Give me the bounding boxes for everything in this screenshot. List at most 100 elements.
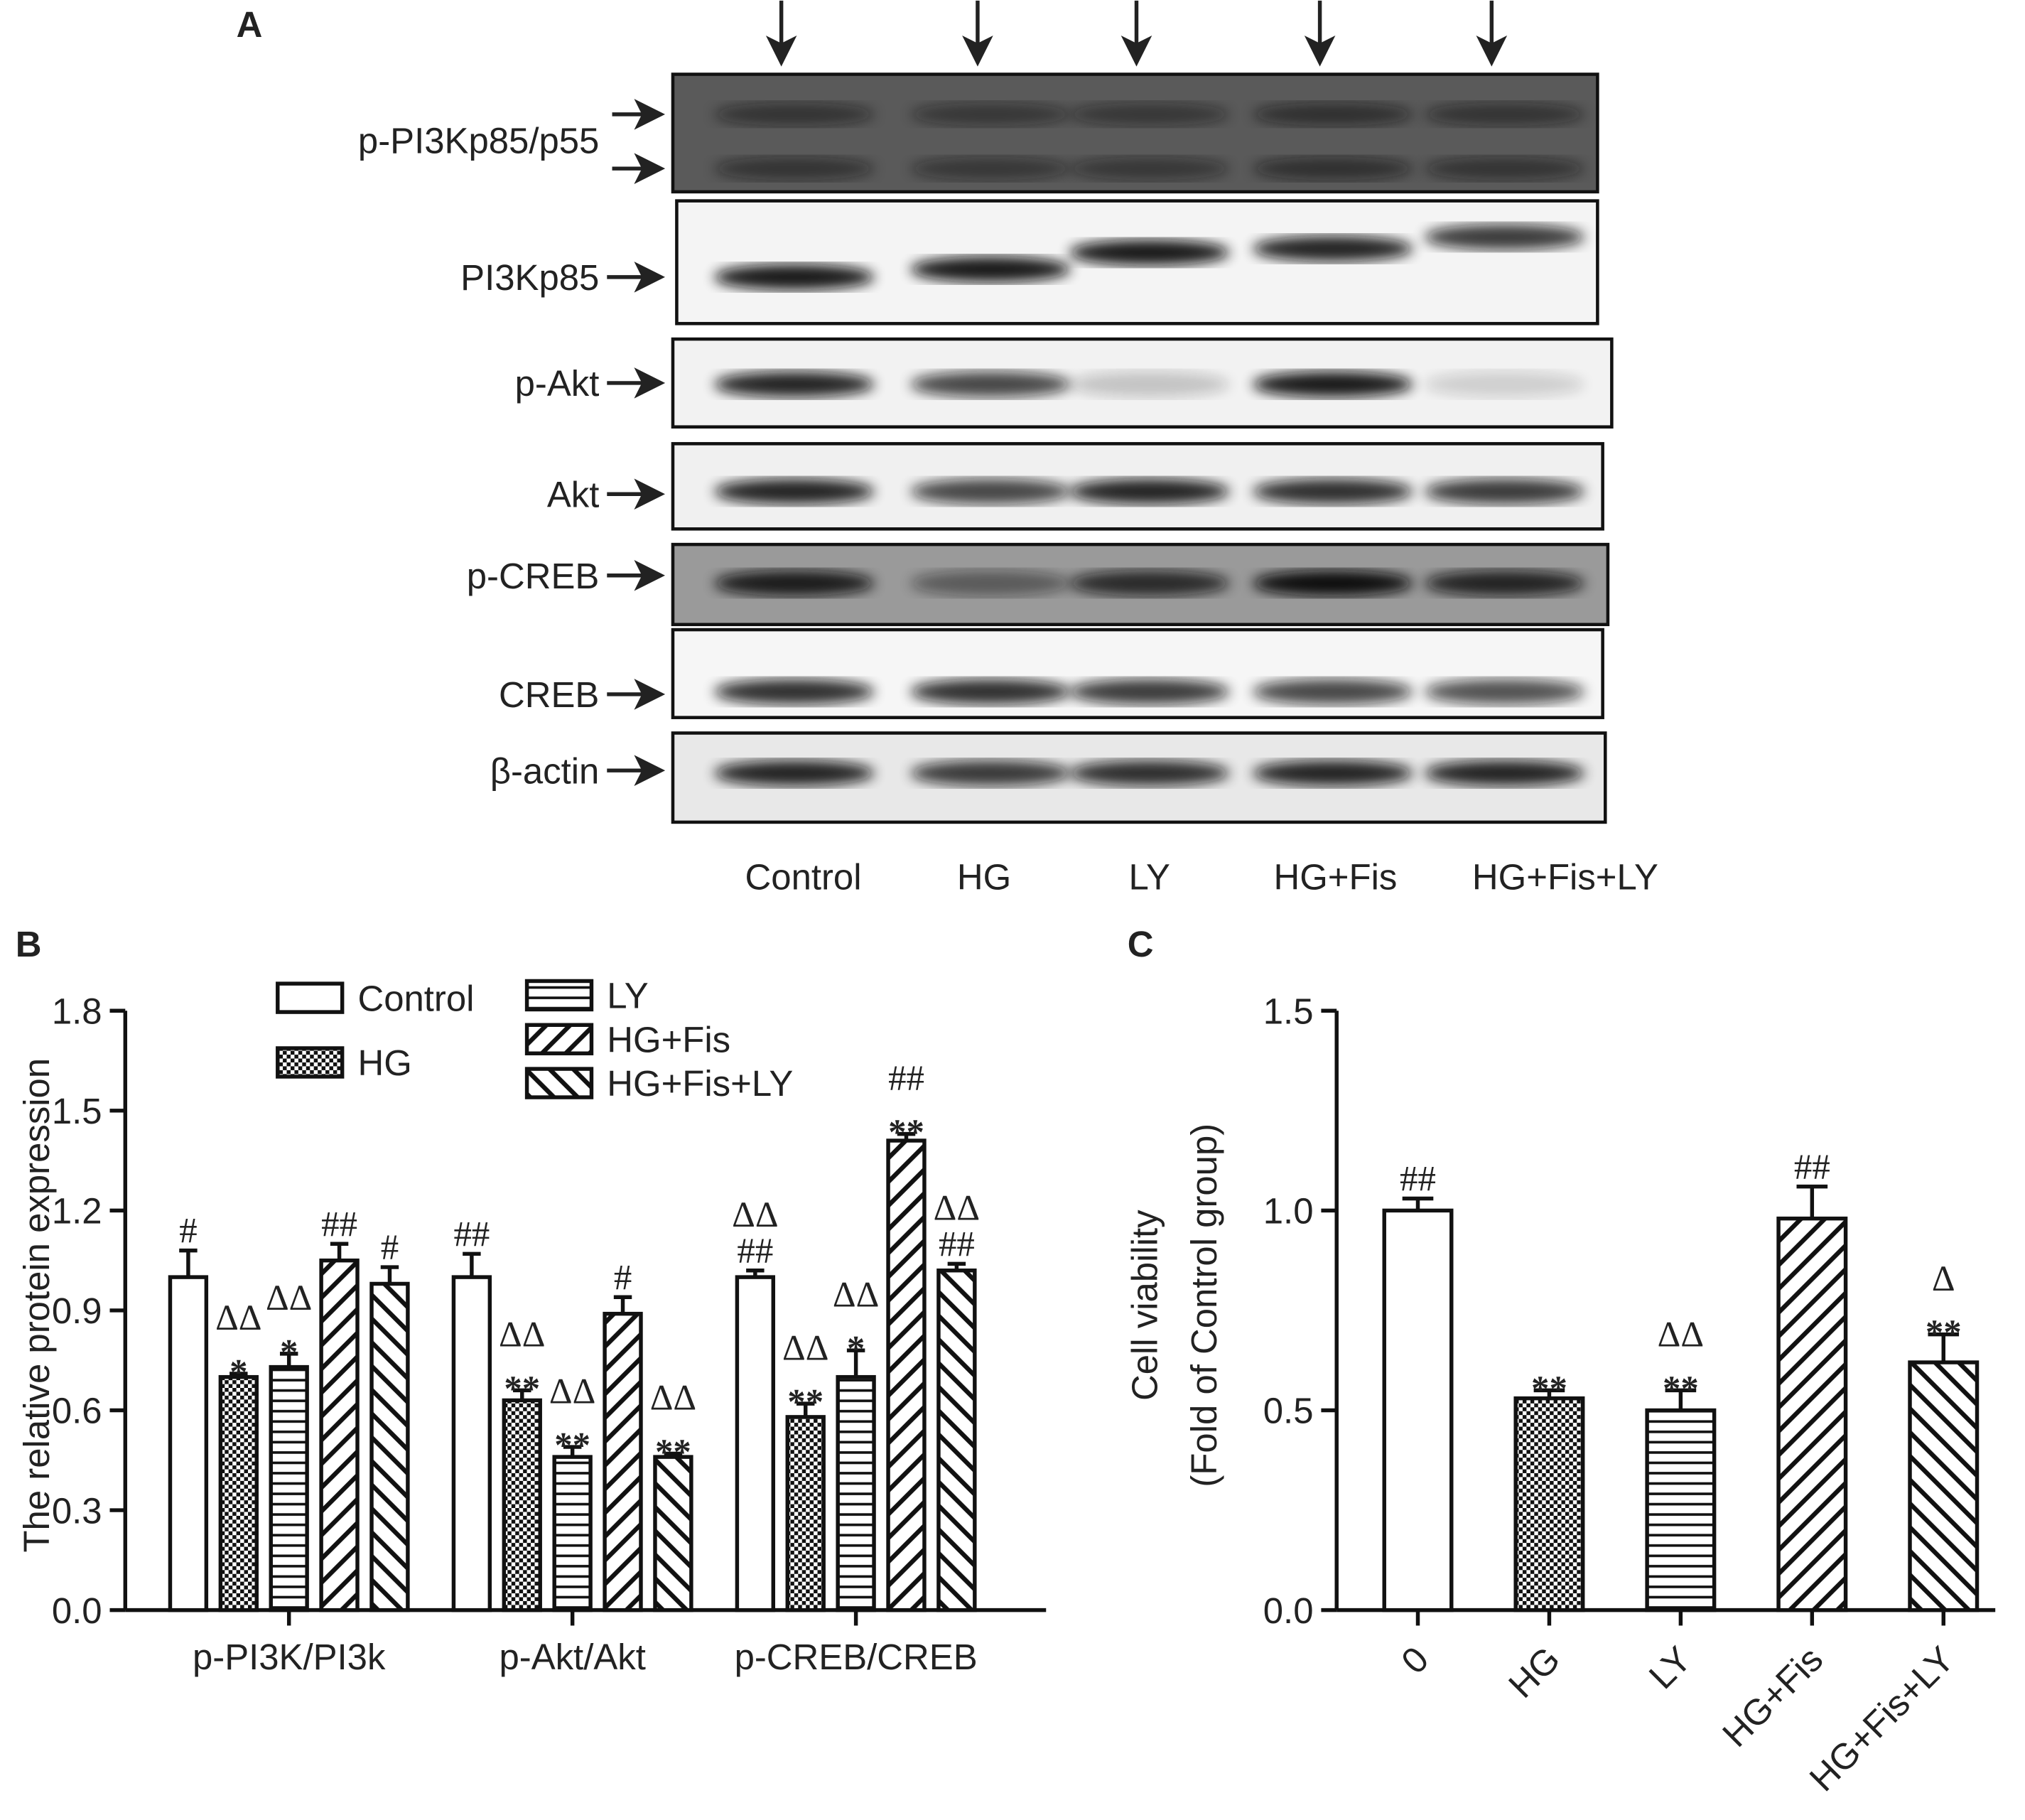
error-bar	[1928, 1332, 1960, 1363]
significance-label: **	[787, 1383, 824, 1423]
error-bar	[613, 1295, 632, 1314]
y-tick-label: 0.3	[52, 1490, 102, 1531]
bar	[886, 1138, 927, 1612]
lane-label: LY	[1128, 856, 1170, 897]
significance-label: ΔΔ	[833, 1275, 879, 1315]
band	[714, 371, 875, 397]
y-axis-label: The relative protein expression	[16, 1058, 57, 1553]
band	[910, 156, 1071, 181]
y-tick-label: 1.5	[52, 1091, 102, 1131]
legend-label: HG+Fis+LY	[607, 1063, 793, 1104]
band	[1069, 239, 1230, 266]
band	[1424, 478, 1585, 505]
error-bar	[846, 1348, 865, 1377]
significance-label: ##	[888, 1059, 924, 1099]
significance-label: ΔΔ	[499, 1315, 545, 1355]
band	[714, 478, 875, 505]
protein-label: β-actin	[490, 750, 600, 791]
band	[714, 760, 875, 787]
significance-label: **	[504, 1369, 540, 1409]
bar	[735, 1275, 776, 1612]
blot-bands	[714, 224, 1585, 291]
y-tick-label: 1.0	[1263, 1191, 1314, 1232]
significance-label: ##	[737, 1232, 773, 1271]
significance-label: #	[381, 1228, 399, 1268]
bar	[369, 1281, 410, 1612]
error-bar	[463, 1251, 481, 1278]
x-tick-label: p-CREB/CREB	[735, 1637, 978, 1677]
legend-label: LY	[607, 976, 648, 1016]
x-tick-label: 0	[1393, 1639, 1436, 1681]
x-tick-label: HG	[1501, 1639, 1567, 1706]
band	[714, 679, 875, 705]
band	[910, 478, 1071, 505]
bar	[1382, 1208, 1454, 1612]
panel-label: A	[237, 4, 263, 45]
band	[910, 102, 1071, 126]
band	[1253, 235, 1413, 262]
panel-label: C	[1128, 924, 1154, 964]
band	[1253, 570, 1413, 596]
y-tick-label: 0.0	[52, 1590, 102, 1631]
blot-bands	[714, 478, 1585, 505]
band	[1253, 679, 1413, 705]
band	[910, 679, 1071, 705]
y-tick-label: 0.0	[1263, 1590, 1314, 1631]
band	[1069, 679, 1230, 705]
band	[1069, 760, 1230, 787]
error-bar	[279, 1352, 298, 1367]
bar	[836, 1374, 876, 1612]
legend-swatch	[524, 1023, 594, 1055]
significance-label: ##	[453, 1215, 490, 1254]
band	[910, 760, 1071, 787]
band	[1424, 156, 1585, 181]
band	[714, 264, 875, 291]
y-tick-label: 0.6	[52, 1391, 102, 1431]
significance-label: **	[554, 1426, 590, 1466]
significance-label: ΔΔ	[934, 1189, 980, 1229]
significance-label: **	[888, 1113, 924, 1153]
significance-label: ΔΔ	[215, 1298, 261, 1338]
band	[1069, 102, 1230, 126]
significance-label: **	[655, 1433, 691, 1472]
band	[714, 570, 875, 596]
bar	[502, 1398, 542, 1612]
band	[910, 256, 1071, 283]
blot-bands	[714, 679, 1585, 705]
legend-swatch	[276, 981, 345, 1014]
band	[1253, 478, 1413, 505]
legend-swatch	[524, 979, 594, 1012]
blot-bands	[714, 570, 1585, 596]
band	[1424, 224, 1585, 250]
band	[1253, 760, 1413, 787]
lane-label: HG+Fis	[1273, 856, 1397, 897]
band	[1253, 371, 1413, 397]
significance-label: #	[614, 1258, 632, 1298]
band	[1424, 760, 1585, 787]
bar	[218, 1374, 259, 1612]
bar	[168, 1275, 209, 1612]
significance-label: ##	[321, 1205, 357, 1244]
legend-label: HG	[357, 1043, 411, 1083]
band	[1253, 102, 1413, 126]
error-bar	[179, 1248, 198, 1278]
x-tick-label: p-PI3K/PI3k	[193, 1637, 386, 1677]
error-bar	[380, 1265, 399, 1284]
bar	[552, 1455, 593, 1612]
bar	[1645, 1408, 1717, 1612]
significance-label: *	[230, 1353, 247, 1393]
significance-label: ##	[939, 1224, 975, 1264]
significance-label: ΔΔ	[650, 1379, 696, 1418]
bar	[785, 1415, 826, 1612]
legend-swatch	[276, 1046, 345, 1079]
error-bar	[330, 1242, 349, 1261]
bar	[603, 1311, 643, 1612]
y-tick-label: 1.8	[52, 991, 102, 1031]
significance-label: ΔΔ	[732, 1195, 778, 1235]
blot-bands	[714, 760, 1585, 787]
y-tick-label: 0.5	[1263, 1391, 1314, 1431]
panel-label: B	[16, 924, 42, 964]
band	[1069, 478, 1230, 505]
error-bar	[1665, 1388, 1697, 1411]
